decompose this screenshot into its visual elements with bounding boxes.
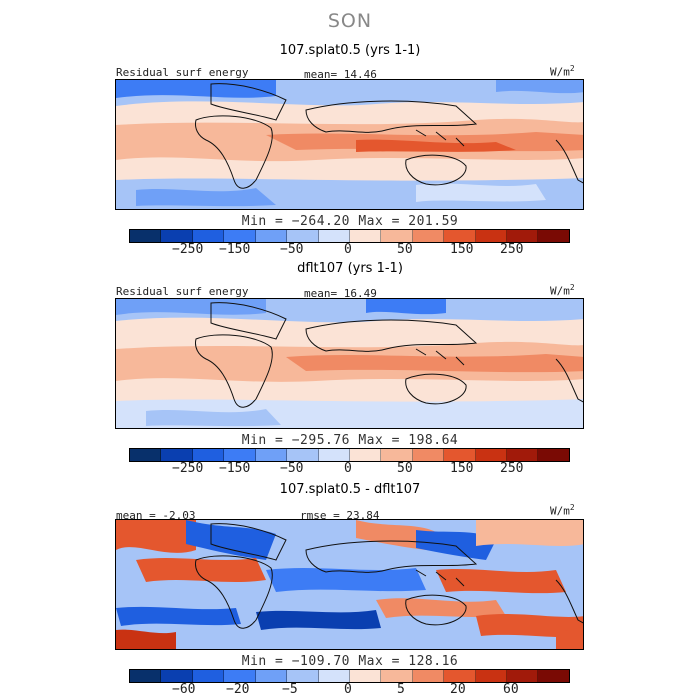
panel-1-colorbar-tick: −150 (219, 242, 251, 257)
season-title: SON (327, 10, 373, 32)
panel-1-colorbar-tick: 150 (450, 242, 474, 257)
panel-2-colorbar-tick: −150 (219, 461, 251, 476)
panel-1-map (115, 79, 584, 210)
panel-2-units-label: W/m2 (550, 283, 575, 298)
panel-1-title: 107.splat0.5 (yrs 1-1) (279, 43, 421, 58)
panel-3-colorbar-tick: −60 (172, 682, 196, 697)
panel-2-colorbar-tick: 250 (500, 461, 524, 476)
panel-2-title: dflt107 (yrs 1-1) (297, 261, 403, 276)
panel-3-rmse-label: rmse = 23.84 (300, 509, 380, 522)
panel-3-colorbar-tick: 0 (344, 682, 352, 697)
panel-2-variable-label: Residual surf energy (116, 285, 249, 298)
panel-2-map (115, 298, 584, 429)
panel-3-units-label: W/m2 (550, 503, 575, 518)
panel-3-colorbar (129, 669, 570, 683)
panel-2-colorbar-tick: 150 (450, 461, 474, 476)
panel-3-colorbar-tick: −20 (226, 682, 250, 697)
panel-1-colorbar (129, 229, 570, 243)
panel-3-mean-label: mean = -2.03 (116, 509, 196, 522)
panel-3-minmax: Min = −109.70 Max = 128.16 (241, 654, 459, 669)
panel-1-mean-label: mean= 14.46 (304, 68, 377, 81)
panel-1-variable-label: Residual surf energy (116, 66, 249, 79)
panel-2-colorbar-tick: −50 (280, 461, 304, 476)
panel-3-colorbar-tick: −5 (282, 682, 298, 697)
panel-1-colorbar-tick: −50 (280, 242, 304, 257)
panel-1-colorbar-tick: 50 (397, 242, 413, 257)
panel-1-colorbar-tick: 0 (344, 242, 352, 257)
panel-2-colorbar (129, 448, 570, 462)
panel-3-colorbar-tick: 5 (397, 682, 405, 697)
panel-1-colorbar-tick: −250 (172, 242, 204, 257)
panel-3-title: 107.splat0.5 - dflt107 (279, 482, 421, 497)
panel-2-colorbar-tick: −250 (172, 461, 204, 476)
panel-1-minmax: Min = −264.20 Max = 201.59 (241, 214, 459, 229)
panel-1-units-label: W/m2 (550, 64, 575, 79)
panel-2-minmax: Min = −295.76 Max = 198.64 (241, 433, 459, 448)
panel-3-colorbar-tick: 20 (450, 682, 466, 697)
panel-3-map (115, 519, 584, 650)
panel-1-colorbar-tick: 250 (500, 242, 524, 257)
panel-3-colorbar-tick: 60 (503, 682, 519, 697)
panel-2-colorbar-tick: 0 (344, 461, 352, 476)
panel-2-mean-label: mean= 16.49 (304, 287, 377, 300)
panel-2-colorbar-tick: 50 (397, 461, 413, 476)
